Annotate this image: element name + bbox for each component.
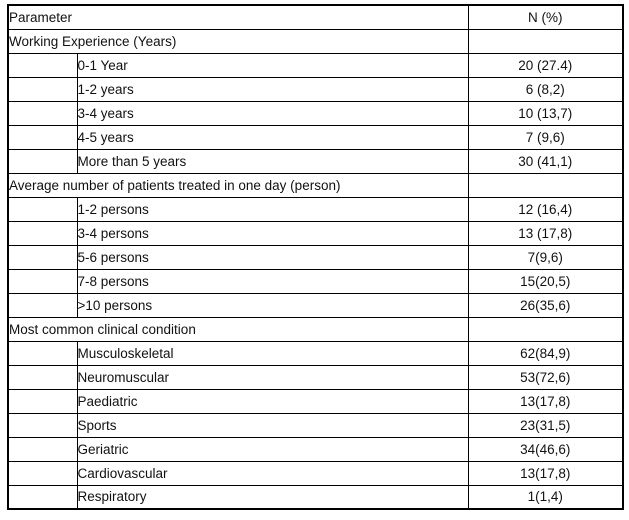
row-value: 53(72,6) bbox=[467, 364, 624, 390]
row-value: 20 (27.4) bbox=[467, 52, 624, 78]
section-title: Average number of patients treated in on… bbox=[7, 172, 469, 198]
row-label: Respiratory bbox=[76, 484, 469, 510]
row-label: 1-2 years bbox=[76, 76, 469, 102]
row-label: Neuromuscular bbox=[76, 364, 469, 390]
row-label: 5-6 persons bbox=[76, 244, 469, 270]
row-label: 1-2 persons bbox=[76, 196, 469, 222]
section-row: Average number of patients treated in on… bbox=[7, 172, 624, 198]
row-spacer-cell bbox=[7, 340, 78, 366]
row-label: 0-1 Year bbox=[76, 52, 469, 78]
section-empty-value bbox=[467, 316, 624, 342]
row-spacer-cell bbox=[7, 52, 78, 78]
table-row: Cardiovascular 13(17,8) bbox=[7, 460, 624, 486]
row-spacer-cell bbox=[7, 436, 78, 462]
table-row: 3-4 persons 13 (17,8) bbox=[7, 220, 624, 246]
table-row: 5-6 persons 7(9,6) bbox=[7, 244, 624, 270]
row-spacer-cell bbox=[7, 388, 78, 414]
row-value: 26(35,6) bbox=[467, 292, 624, 318]
table-row: 7-8 persons 15(20,5) bbox=[7, 268, 624, 294]
row-label: >10 persons bbox=[76, 292, 469, 318]
row-spacer-cell bbox=[7, 220, 78, 246]
row-spacer-cell bbox=[7, 124, 78, 150]
results-table: Parameter N (%) Working Experience (Year… bbox=[7, 4, 624, 510]
section-empty-value bbox=[467, 172, 624, 198]
table-row: 4-5 years 7 (9,6) bbox=[7, 124, 624, 150]
row-spacer-cell bbox=[7, 268, 78, 294]
row-value: 62(84,9) bbox=[467, 340, 624, 366]
row-value: 7 (9,6) bbox=[467, 124, 624, 150]
row-label: Sports bbox=[76, 412, 469, 438]
row-spacer-cell bbox=[7, 76, 78, 102]
row-spacer-cell bbox=[7, 148, 78, 174]
table-row: Musculoskeletal 62(84,9) bbox=[7, 340, 624, 366]
row-label: Paediatric bbox=[76, 388, 469, 414]
table-row: Neuromuscular 53(72,6) bbox=[7, 364, 624, 390]
section-title: Most common clinical condition bbox=[7, 316, 469, 342]
table-row: Respiratory 1(1,4) bbox=[7, 484, 624, 510]
row-spacer-cell bbox=[7, 460, 78, 486]
section-row: Working Experience (Years) bbox=[7, 28, 624, 54]
row-value: 30 (41,1) bbox=[467, 148, 624, 174]
table-row: Paediatric 13(17,8) bbox=[7, 388, 624, 414]
section-title: Working Experience (Years) bbox=[7, 28, 469, 54]
row-value: 1(1,4) bbox=[467, 484, 624, 510]
row-spacer-cell bbox=[7, 364, 78, 390]
row-value: 12 (16,4) bbox=[467, 196, 624, 222]
table-row: 1-2 persons 12 (16,4) bbox=[7, 196, 624, 222]
row-label: Geriatric bbox=[76, 436, 469, 462]
row-spacer-cell bbox=[7, 412, 78, 438]
row-value: 34(46,6) bbox=[467, 436, 624, 462]
row-value: 7(9,6) bbox=[467, 244, 624, 270]
table-row: Geriatric 34(46,6) bbox=[7, 436, 624, 462]
row-label: 3-4 years bbox=[76, 100, 469, 126]
table-row: Sports 23(31,5) bbox=[7, 412, 624, 438]
table-row: 1-2 years 6 (8,2) bbox=[7, 76, 624, 102]
row-value: 13(17,8) bbox=[467, 388, 624, 414]
table-row: 3-4 years 10 (13,7) bbox=[7, 100, 624, 126]
row-spacer-cell bbox=[7, 292, 78, 318]
row-value: 6 (8,2) bbox=[467, 76, 624, 102]
table-row: 0-1 Year 20 (27.4) bbox=[7, 52, 624, 78]
row-label: 4-5 years bbox=[76, 124, 469, 150]
section-empty-value bbox=[467, 28, 624, 54]
table-row: More than 5 years 30 (41,1) bbox=[7, 148, 624, 174]
row-value: 13 (17,8) bbox=[467, 220, 624, 246]
row-label: More than 5 years bbox=[76, 148, 469, 174]
row-label: Cardiovascular bbox=[76, 460, 469, 486]
row-spacer-cell bbox=[7, 484, 78, 510]
row-label: Musculoskeletal bbox=[76, 340, 469, 366]
row-spacer-cell bbox=[7, 196, 78, 222]
row-spacer-cell bbox=[7, 100, 78, 126]
row-value: 10 (13,7) bbox=[467, 100, 624, 126]
row-value: 23(31,5) bbox=[467, 412, 624, 438]
row-value: 15(20,5) bbox=[467, 268, 624, 294]
row-label: 7-8 persons bbox=[76, 268, 469, 294]
section-row: Most common clinical condition bbox=[7, 316, 624, 342]
table-header-row: Parameter N (%) bbox=[7, 4, 624, 30]
row-label: 3-4 persons bbox=[76, 220, 469, 246]
n-percent-column-header: N (%) bbox=[467, 4, 624, 30]
row-value: 13(17,8) bbox=[467, 460, 624, 486]
table-row: >10 persons 26(35,6) bbox=[7, 292, 624, 318]
parameter-column-header: Parameter bbox=[7, 4, 469, 30]
row-spacer-cell bbox=[7, 244, 78, 270]
